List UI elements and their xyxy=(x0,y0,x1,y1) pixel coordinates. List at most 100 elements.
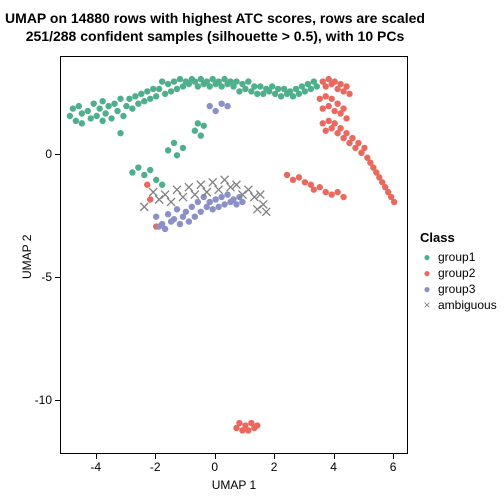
legend-item: ●group1 xyxy=(420,249,497,265)
data-point xyxy=(340,194,346,200)
data-point xyxy=(195,120,201,126)
data-point xyxy=(349,135,355,141)
data-point xyxy=(140,203,148,211)
data-point xyxy=(198,209,204,215)
legend-label: ambiguous xyxy=(438,298,497,312)
data-point xyxy=(259,200,267,208)
x-tick xyxy=(393,454,394,459)
data-point xyxy=(207,103,213,109)
x-tick-label: 2 xyxy=(271,460,278,474)
data-point xyxy=(215,204,221,210)
legend-label: group1 xyxy=(438,250,475,264)
data-point xyxy=(126,96,132,102)
data-point xyxy=(111,100,117,106)
data-point xyxy=(189,204,195,210)
x-tick xyxy=(334,454,335,459)
data-point xyxy=(198,132,204,138)
data-point xyxy=(207,199,213,205)
data-point xyxy=(147,196,153,202)
data-point xyxy=(159,78,165,84)
data-point xyxy=(221,176,229,184)
data-point xyxy=(150,86,156,92)
data-point xyxy=(165,81,171,87)
data-point xyxy=(147,96,153,102)
data-point xyxy=(165,147,171,153)
data-point xyxy=(171,216,177,222)
legend: Class ●group1●group2●group3×ambiguous xyxy=(420,230,497,313)
data-point xyxy=(168,88,174,94)
legend-label: group3 xyxy=(438,282,475,296)
x-tick-label: 6 xyxy=(390,460,397,474)
data-point xyxy=(141,98,147,104)
data-point xyxy=(296,91,302,97)
data-point xyxy=(177,76,183,82)
data-point xyxy=(325,118,331,124)
y-tick-label: -10 xyxy=(28,393,52,407)
data-point xyxy=(177,221,183,227)
data-point xyxy=(278,93,284,99)
data-point xyxy=(236,420,242,426)
data-point xyxy=(337,81,343,87)
data-point xyxy=(317,184,323,190)
chart-title: UMAP on 14880 rows with highest ATC scor… xyxy=(0,10,430,45)
data-point xyxy=(245,427,251,433)
x-tick-label: 4 xyxy=(330,460,337,474)
data-point xyxy=(174,152,180,158)
data-point xyxy=(162,226,168,232)
data-point xyxy=(195,199,201,205)
data-point xyxy=(96,105,102,111)
data-point xyxy=(328,96,334,102)
data-point xyxy=(314,83,320,89)
data-point xyxy=(355,140,361,146)
data-point xyxy=(132,93,138,99)
data-point xyxy=(135,100,141,106)
data-point xyxy=(135,164,141,170)
data-point xyxy=(320,105,326,111)
data-point xyxy=(165,211,171,217)
data-point xyxy=(215,186,223,194)
legend-label: group2 xyxy=(438,266,475,280)
data-point xyxy=(144,88,150,94)
cross-icon: × xyxy=(420,298,434,312)
data-point xyxy=(218,83,224,89)
x-tick xyxy=(274,454,275,459)
data-point xyxy=(221,201,227,207)
data-point xyxy=(161,191,169,199)
data-point xyxy=(212,196,218,202)
x-tick-label: -2 xyxy=(150,460,161,474)
data-point xyxy=(117,96,123,102)
data-point xyxy=(325,103,331,109)
data-point xyxy=(99,98,105,104)
plot-area xyxy=(60,56,408,454)
data-point xyxy=(323,189,329,195)
data-point xyxy=(114,108,120,114)
data-point xyxy=(186,218,192,224)
data-point xyxy=(320,120,326,126)
data-point xyxy=(138,91,144,97)
data-point xyxy=(224,191,230,197)
data-point xyxy=(323,93,329,99)
data-point xyxy=(179,193,187,201)
data-point xyxy=(93,113,99,119)
data-point xyxy=(328,191,334,197)
data-point xyxy=(218,100,224,106)
data-point xyxy=(257,83,263,89)
title-line2: 251/288 confident samples (silhouette > … xyxy=(26,28,405,44)
data-point xyxy=(162,91,168,97)
data-point xyxy=(254,91,260,97)
data-point xyxy=(120,113,126,119)
data-point xyxy=(156,223,162,229)
data-point xyxy=(343,115,349,121)
data-point xyxy=(209,178,217,186)
data-point xyxy=(308,86,314,92)
data-point xyxy=(192,128,198,134)
data-point xyxy=(191,191,199,199)
data-point xyxy=(174,86,180,92)
data-point xyxy=(337,125,343,131)
data-point xyxy=(331,78,337,84)
data-point xyxy=(391,199,397,205)
data-point xyxy=(242,86,248,92)
data-point xyxy=(105,103,111,109)
data-point xyxy=(147,167,153,173)
data-point xyxy=(117,130,123,136)
